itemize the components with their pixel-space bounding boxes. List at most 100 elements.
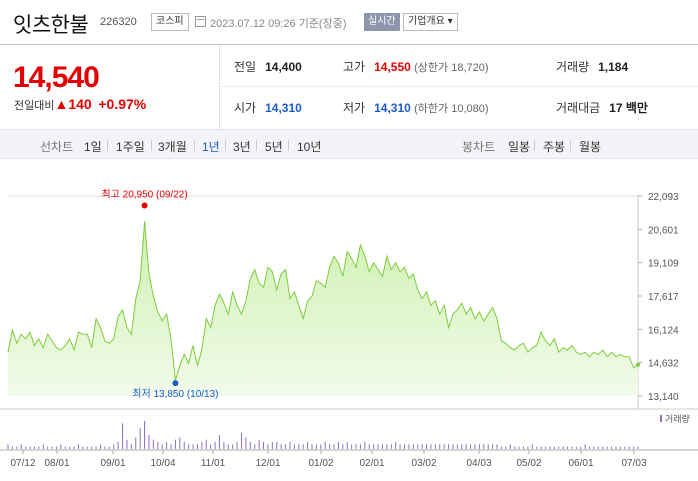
volume-bar <box>465 444 467 449</box>
volume-bar <box>245 437 247 449</box>
volume-bar <box>448 444 450 449</box>
tab-separator <box>107 140 108 151</box>
volume-bar <box>263 442 265 449</box>
tab-separator <box>570 140 571 151</box>
volume-bar <box>404 444 406 449</box>
volume-bar <box>637 446 639 449</box>
x-tick-label: 04/03 <box>466 458 491 469</box>
volume-bar <box>223 442 225 449</box>
volume-bar <box>82 446 84 449</box>
tab-5y[interactable]: 5년 <box>265 140 283 154</box>
volume-bar <box>474 444 476 449</box>
tab-daily[interactable]: 일봉 <box>508 140 531 154</box>
volume-bar <box>307 442 309 449</box>
volume-bar <box>55 446 57 449</box>
volume-bar <box>518 446 520 449</box>
tab-3y[interactable]: 3년 <box>233 140 251 154</box>
volume-bar <box>470 444 472 449</box>
volume-bar <box>337 442 339 449</box>
volume-bar <box>399 444 401 449</box>
x-tick-label: 01/02 <box>308 458 333 469</box>
volume-bar <box>575 446 577 449</box>
volume-bar <box>51 446 53 449</box>
volume-label: 거래량 <box>556 60 590 74</box>
tab-1d[interactable]: 1일 <box>84 140 102 154</box>
volume-bar <box>315 444 317 449</box>
volume-bar <box>240 432 242 449</box>
volume-bar <box>478 444 480 449</box>
volume-bar <box>11 446 13 449</box>
volume-bar <box>192 444 194 449</box>
chart-period-tabs: 선차트 1일 1주일 3개월 1년 3년 5년 10년 봉차트 일봉 주봉 월봉 <box>0 129 698 159</box>
volume-bar <box>324 442 326 449</box>
volume-bar <box>412 444 414 449</box>
volume-bar <box>408 444 410 449</box>
volume-bar <box>152 439 154 449</box>
calendar-icon <box>195 16 206 27</box>
volume-bar <box>285 444 287 449</box>
volume-bar <box>95 446 97 449</box>
volume-bar <box>452 444 454 449</box>
low-price: 저가 14,310 (하한가 10,080) <box>343 99 489 116</box>
tab-separator <box>256 140 257 151</box>
volume-bar <box>624 446 626 449</box>
volume-bar <box>60 444 62 449</box>
tab-1y[interactable]: 1년 <box>202 140 220 154</box>
prev-close: 전일 14,400 <box>234 58 302 75</box>
price-chart: 최고 20,950 (09/22) 최저 13,850 (10/13) 22,09… <box>0 159 698 481</box>
volume-bar <box>351 444 353 449</box>
volume-bar <box>377 444 379 449</box>
prev-close-label: 전일 <box>234 60 257 74</box>
open-value: 14,310 <box>265 101 302 115</box>
volume-bar <box>602 446 604 449</box>
last-price-marker <box>636 362 640 367</box>
volume-bar <box>16 446 18 449</box>
volume-bar <box>42 444 44 449</box>
volume-bar <box>104 446 106 449</box>
volume-bar <box>311 444 313 449</box>
volume-bar <box>179 437 181 449</box>
high-value: 14,550 <box>374 60 411 74</box>
company-overview-dropdown[interactable]: 기업개요 ▾ <box>403 13 458 31</box>
volume-bar <box>280 444 282 449</box>
volume-bar <box>33 446 35 449</box>
volume-bar <box>567 446 569 449</box>
low-label: 저가 <box>343 101 366 115</box>
lower-limit: (하한가 10,080) <box>414 103 489 115</box>
volume-bar <box>500 446 502 449</box>
volume-bar <box>130 444 132 449</box>
volume-bar <box>443 444 445 449</box>
tab-1w[interactable]: 1주일 <box>116 140 145 154</box>
quote-datetime: 2023.07.12 09:26 기준(장중) <box>210 18 347 30</box>
volume-bar <box>615 446 617 449</box>
tab-3m[interactable]: 3개월 <box>158 140 187 154</box>
volume-bar <box>390 444 392 449</box>
y-tick-label: 13,140 <box>648 392 679 403</box>
volume-bar <box>492 444 494 449</box>
tab-weekly[interactable]: 주봉 <box>543 140 566 154</box>
summary-divider <box>219 45 220 129</box>
volume-bar <box>522 446 524 449</box>
volume-bar <box>421 444 423 449</box>
price-chart-svg: 최고 20,950 (09/22) 최저 13,850 (10/13) 22,09… <box>0 189 698 469</box>
volume-bar <box>77 444 79 449</box>
line-chart-label: 선차트 <box>40 140 74 154</box>
volume-bar <box>553 446 555 449</box>
x-tick-label: 11/01 <box>201 458 226 469</box>
volume-bar <box>214 442 216 449</box>
volume: 거래량 1,184 <box>556 58 628 75</box>
x-tick-label: 06/01 <box>568 458 593 469</box>
realtime-button[interactable]: 실시간 <box>364 13 400 31</box>
volume-bar <box>509 444 511 449</box>
volume-bar <box>271 442 273 449</box>
y-tick-label: 20,601 <box>648 225 679 236</box>
volume-bar <box>571 446 573 449</box>
tab-monthly[interactable]: 월봉 <box>579 140 602 154</box>
volume-bar <box>117 442 119 449</box>
tab-10y[interactable]: 10년 <box>297 140 322 154</box>
x-tick-label: 09/01 <box>100 458 125 469</box>
volume-bar <box>293 444 295 449</box>
volume-bar <box>381 444 383 449</box>
volume-bar <box>38 446 40 449</box>
volume-bar <box>355 444 357 449</box>
